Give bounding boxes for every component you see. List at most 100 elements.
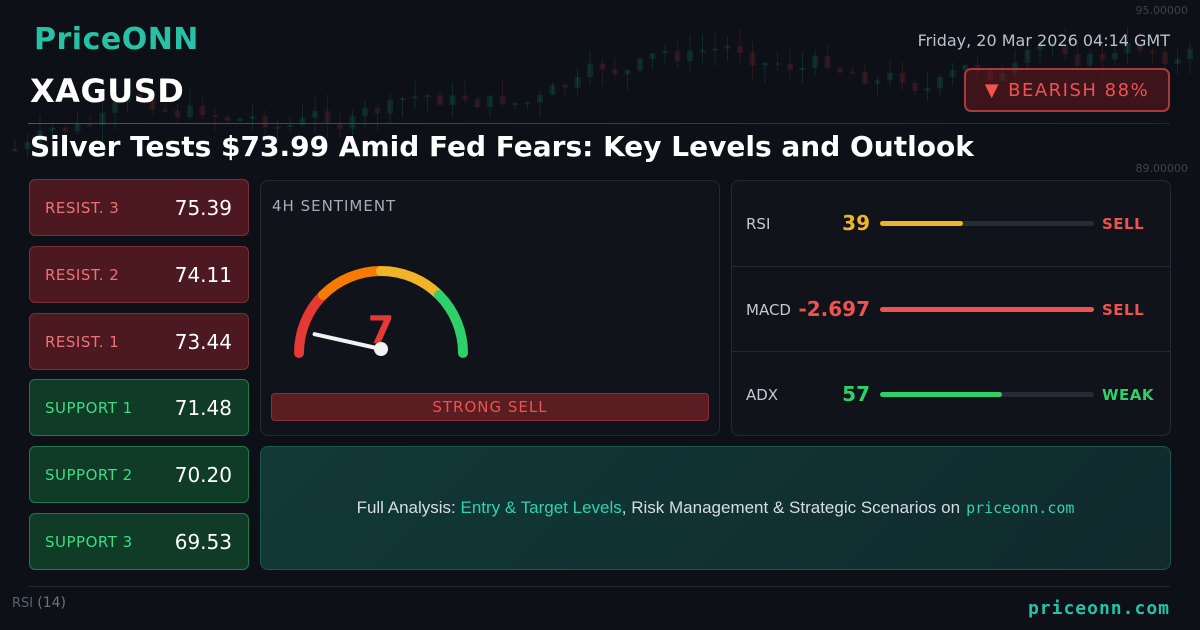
background-candle-body — [324, 111, 331, 123]
background-candle-body — [99, 112, 106, 125]
background-candle-body — [999, 72, 1006, 81]
indicator-row-macd: MACD -2.697 SELL — [732, 266, 1170, 352]
indicator-row-adx: ADX 57 WEAK — [732, 351, 1170, 437]
background-candle-body — [299, 117, 306, 125]
background-candle-body — [499, 95, 506, 104]
background-candle-body — [887, 72, 893, 81]
background-candle-body — [712, 48, 718, 51]
gauge-pivot — [374, 342, 388, 356]
background-candle-body — [124, 93, 131, 103]
level-support-3: SUPPORT 3 69.53 — [29, 513, 249, 570]
background-candle-body — [112, 102, 118, 113]
background-candle-body — [262, 116, 268, 128]
level-value: 75.39 — [174, 195, 232, 220]
background-candle-body — [1037, 45, 1043, 51]
promo-prefix: Full Analysis: — [356, 498, 456, 517]
background-candle-body — [337, 122, 343, 129]
background-candle-body — [287, 124, 293, 127]
background-rsi-label: RSI (14) — [12, 595, 66, 611]
indicator-value: -2.697 — [798, 297, 870, 321]
indicator-signal: WEAK — [1102, 386, 1155, 404]
footer-site-link[interactable]: priceonn.com — [1027, 598, 1170, 619]
indicator-bar-fill — [880, 221, 964, 226]
background-price-label: 95.00000 — [1136, 4, 1189, 17]
background-candle-body — [924, 88, 931, 91]
background-candle-body — [199, 105, 206, 116]
background-candle-body — [12, 149, 18, 152]
background-candle-body — [774, 63, 781, 66]
background-candle-body — [87, 123, 93, 126]
indicator-bar-track — [880, 307, 1094, 312]
level-label: SUPPORT 1 — [45, 398, 133, 417]
indicator-name: RSI — [746, 215, 771, 233]
promo-middle: , Risk Management & Strategic Scenarios … — [621, 498, 961, 517]
background-candle-body — [274, 126, 281, 129]
background-candle-body — [374, 107, 381, 114]
background-candle-body — [987, 70, 993, 81]
indicator-bar-fill — [880, 392, 1002, 397]
headline: Silver Tests $73.99 Amid Fed Fears: Key … — [30, 130, 974, 163]
gauge-arc-orange — [318, 266, 386, 301]
background-candle-body — [599, 63, 606, 70]
sentiment-gauge: 7 — [294, 266, 468, 358]
background-candle-body — [149, 97, 156, 110]
sentiment-panel: 4H SENTIMENT 7 STRONG SELL — [260, 180, 720, 436]
background-candle-body — [449, 95, 456, 105]
background-candle-body — [874, 80, 881, 84]
background-candle-body — [437, 95, 443, 105]
rsi-period: (14) — [37, 595, 67, 611]
background-candle-body — [362, 107, 368, 116]
background-candle-body — [549, 84, 556, 95]
level-label: SUPPORT 3 — [45, 532, 133, 551]
background-price-label: 89.00000 — [1136, 162, 1189, 175]
background-candle-body — [62, 127, 68, 132]
background-candle-body — [687, 50, 693, 62]
background-candle-body — [474, 99, 481, 108]
indicator-signal: SELL — [1102, 301, 1145, 319]
level-label: SUPPORT 2 — [45, 465, 133, 484]
background-candle-body — [649, 53, 656, 59]
sentiment-title: 4H SENTIMENT — [272, 197, 397, 215]
background-candle-body — [662, 51, 668, 54]
trend-label: BEARISH 88% — [1008, 79, 1150, 101]
level-value: 70.20 — [174, 462, 232, 487]
background-candle-body — [512, 103, 518, 106]
header-divider — [28, 123, 1170, 124]
gauge-arc-green — [433, 290, 468, 358]
gauge-arc-red — [294, 290, 329, 358]
background-candle-body — [1137, 43, 1143, 51]
footer-divider — [28, 586, 1170, 587]
background-candle-body — [1012, 62, 1018, 73]
level-support-1: SUPPORT 1 71.48 — [29, 379, 249, 436]
background-candle-body — [937, 76, 943, 89]
background-candle-body — [224, 117, 231, 121]
rsi-label: RSI — [12, 596, 34, 611]
timestamp: Friday, 20 Mar 2026 04:14 GMT — [917, 31, 1170, 50]
full-analysis-promo[interactable]: Full Analysis: Entry & Target Levels, Ri… — [260, 446, 1171, 570]
background-candle-body — [137, 93, 143, 98]
promo-highlight: Entry & Target Levels — [460, 498, 622, 517]
background-candle-body — [212, 115, 218, 118]
background-candle-body — [1149, 50, 1156, 53]
background-candle-body — [1074, 54, 1081, 66]
indicator-value: 39 — [842, 211, 870, 235]
background-candle-body — [749, 52, 756, 66]
background-candle-body — [524, 102, 531, 105]
background-candle-body — [462, 95, 468, 100]
background-candle-body — [174, 110, 181, 118]
level-resist-3: RESIST. 3 75.39 — [29, 179, 249, 236]
level-value: 74.11 — [174, 262, 232, 287]
gauge-arc-yellow — [376, 266, 444, 301]
background-candle-body — [1024, 50, 1031, 63]
background-candle-body — [737, 45, 743, 53]
indicator-bar-fill — [880, 307, 1094, 312]
background-candle-body — [837, 67, 843, 73]
background-candle-body — [637, 58, 643, 71]
indicator-bar-track — [880, 221, 1094, 226]
background-candle-body — [674, 51, 681, 62]
promo-site-link[interactable]: priceonn.com — [966, 499, 1075, 517]
background-candle-body — [1174, 59, 1181, 64]
background-candle-body — [849, 72, 856, 75]
background-candle-body — [537, 94, 543, 103]
